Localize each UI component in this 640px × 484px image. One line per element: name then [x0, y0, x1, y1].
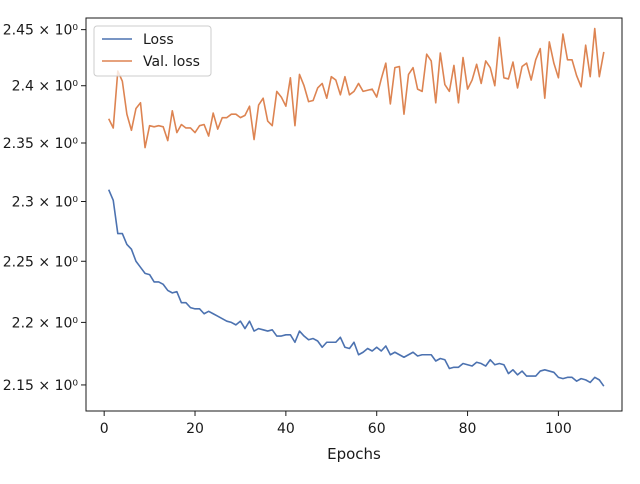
legend: Loss Val. loss	[93, 25, 212, 77]
x-tick-label: 20	[186, 421, 204, 437]
x-tick-label: 40	[277, 421, 295, 437]
y-tick-label: 2.15 × 10⁰	[3, 378, 79, 394]
legend-label-loss: Loss	[143, 32, 174, 48]
x-axis-label: Epochs	[327, 445, 381, 463]
series-line-val-loss	[107, 27, 605, 149]
x-tick-label: 100	[545, 421, 572, 437]
x-tick-label: 0	[100, 421, 109, 437]
series-layer	[107, 27, 605, 387]
y-tick-label: 2.25 × 10⁰	[3, 254, 79, 270]
y-axis-ticks: 2.15 × 10⁰ 2.2 × 10⁰ 2.25 × 10⁰ 2.3 × 10⁰ 2.…	[3, 23, 86, 394]
axes-frame	[85, 17, 623, 412]
y-tick-label: 2.2 × 10⁰	[12, 315, 79, 331]
series-line-loss	[107, 189, 605, 387]
y-tick-label: 2.4 × 10⁰	[12, 79, 79, 95]
x-axis-ticks: 0 20 40 60 80 100	[100, 411, 572, 437]
x-tick-label: 80	[459, 421, 477, 437]
x-tick-label: 60	[368, 421, 386, 437]
y-tick-label: 2.3 × 10⁰	[12, 194, 79, 210]
y-tick-label: 2.45 × 10⁰	[3, 23, 79, 39]
legend-label-val-loss: Val. loss	[143, 54, 200, 70]
y-tick-label: 2.35 × 10⁰	[3, 136, 79, 152]
